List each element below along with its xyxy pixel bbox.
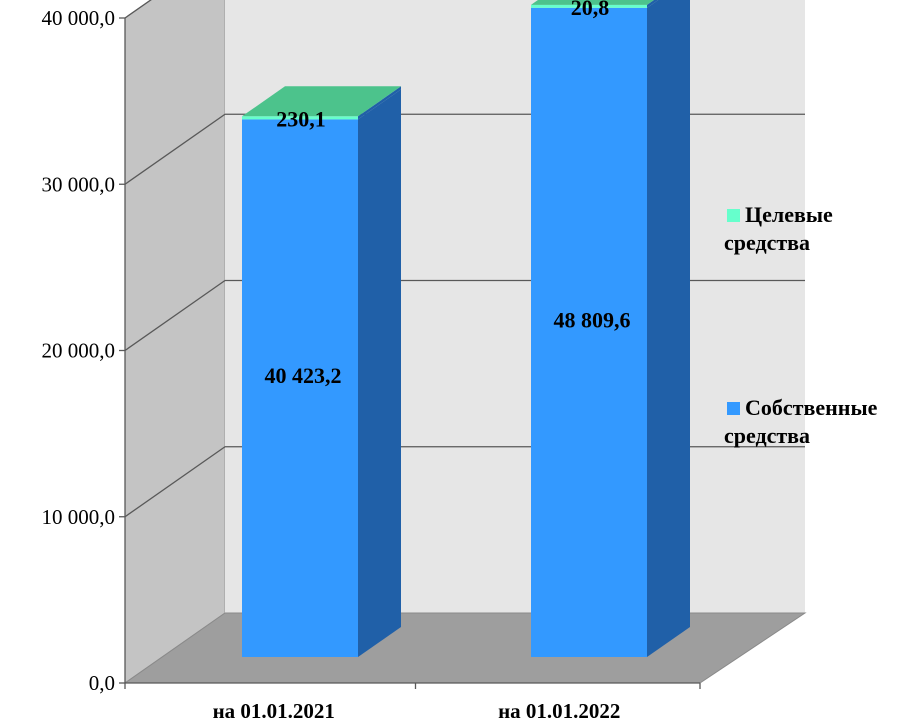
x-category-label: на 01.01.2022 [498, 699, 620, 723]
y-tick-label: 10 000,0 [42, 505, 116, 529]
bar-own-funds [242, 119, 358, 657]
side-wall [124, 0, 226, 684]
bar-target-funds-side [358, 86, 401, 120]
data-label-target-funds: 20,8 [571, 0, 610, 20]
y-tick-label: 0,0 [89, 671, 115, 695]
bar-own-funds-side [647, 0, 690, 657]
chart-walls [123, 0, 807, 684]
bars: 40 423,2 230,1 48 809,6 20,8 [242, 0, 690, 657]
data-label-own-funds: 40 423,2 [265, 363, 342, 388]
legend-swatch [727, 402, 740, 415]
y-tick-label: 30 000,0 [42, 172, 116, 196]
bar-target-funds [242, 116, 358, 120]
y-axis: 0,0 10 000,0 20 000,0 30 000,0 40 000,0 [42, 6, 126, 695]
legend: Целевые средства Собственные средства [724, 202, 878, 448]
x-axis: на 01.01.2021 на 01.01.2022 [124, 682, 701, 723]
y-tick-label: 40 000,0 [42, 6, 116, 30]
legend-swatch [727, 209, 740, 222]
legend-label: средства [724, 230, 810, 255]
bar-own-funds [531, 7, 647, 657]
bar-top-face [242, 86, 401, 117]
x-category-label: на 01.01.2021 [213, 699, 335, 723]
y-tick-label: 20 000,0 [42, 339, 116, 363]
data-label-target-funds: 230,1 [276, 106, 326, 131]
bar-own-funds-side [358, 89, 401, 657]
legend-label: средства [724, 423, 810, 448]
data-label-own-funds: 48 809,6 [554, 307, 631, 332]
legend-label: Целевые [745, 202, 833, 227]
floor [123, 612, 807, 684]
bar-target-funds-side [647, 0, 659, 8]
legend-label: Собственные [745, 395, 878, 420]
bar-top-face [531, 0, 654, 5]
bar-target-funds [531, 4, 647, 8]
